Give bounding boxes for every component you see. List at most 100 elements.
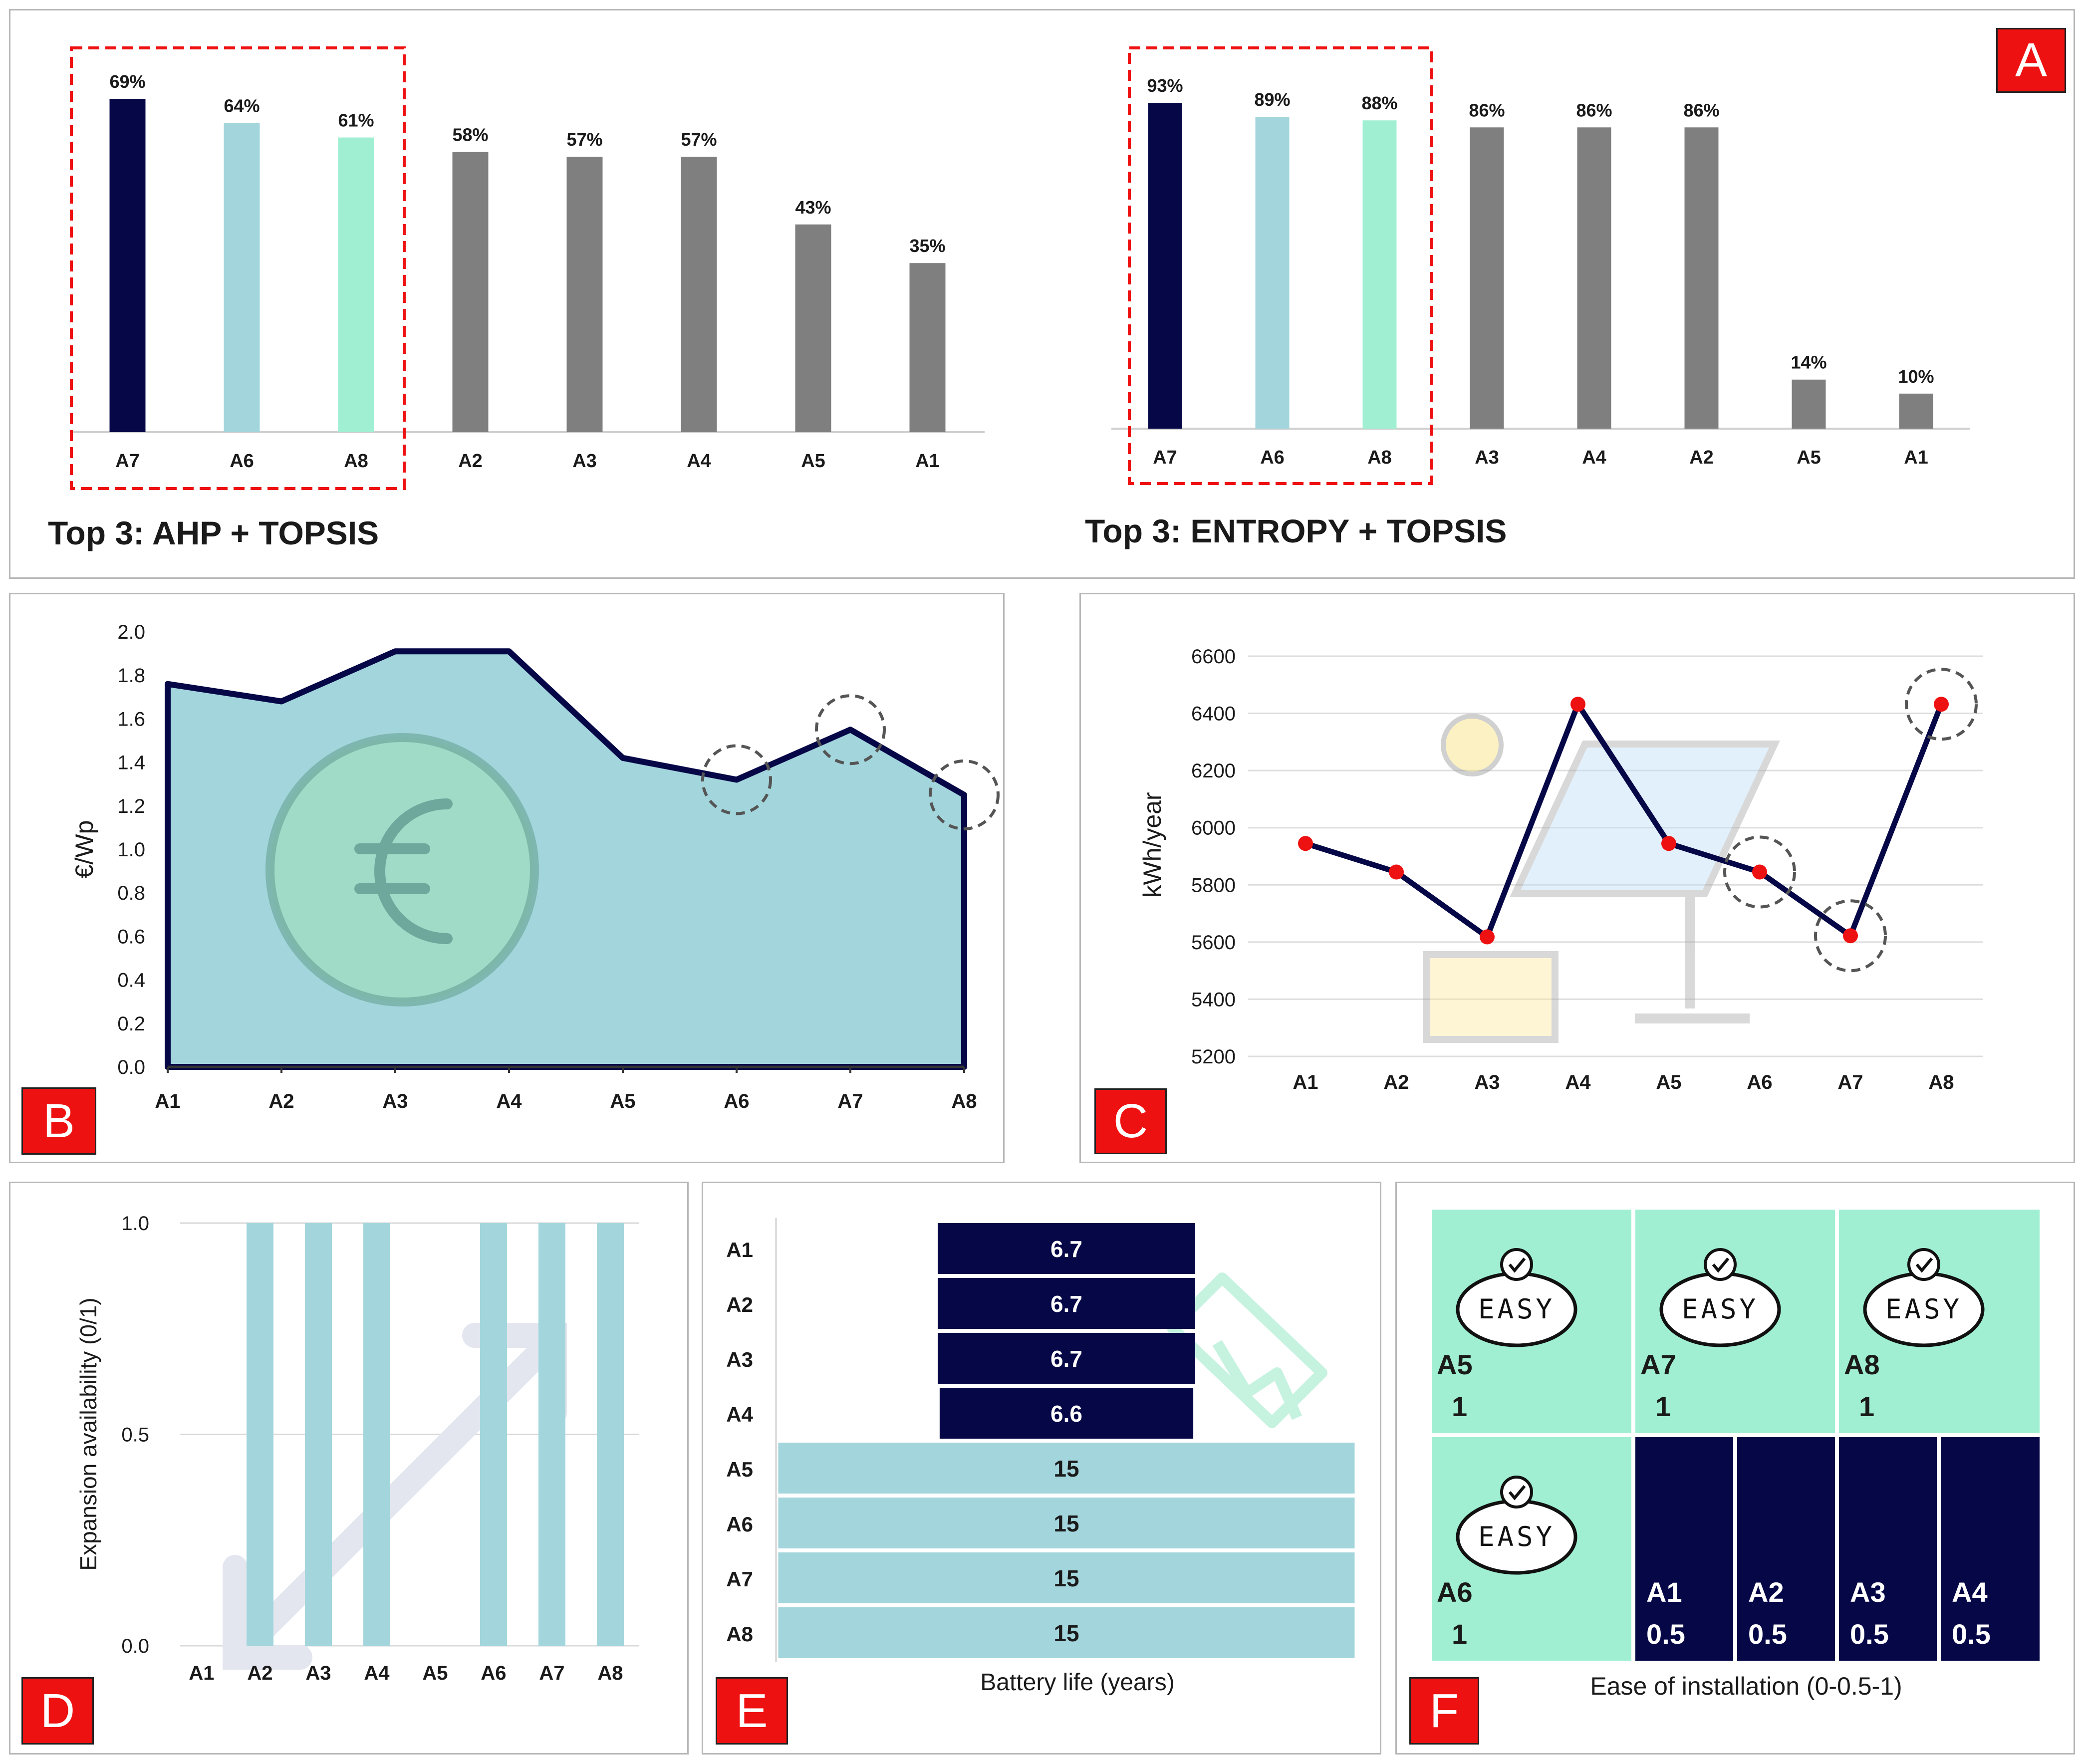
f-xlabel: Ease of installation (0-0.5-1)	[1590, 1672, 1902, 1700]
d-xtick-A8: A8	[597, 1662, 623, 1684]
c-xtick-A4: A4	[1565, 1071, 1591, 1093]
d-xtick-A5: A5	[422, 1662, 448, 1684]
entropy-tick-A8: A8	[1367, 447, 1392, 468]
panel-c: 5200 5400 5600 5800 6000 6200 6400 6600 kWh/year…	[1079, 593, 2075, 1163]
b-xtick-A3: A3	[382, 1090, 408, 1112]
f-easy-label-A6: EASY	[1478, 1521, 1555, 1552]
ahp-bar-label-A6: 64%	[224, 95, 260, 116]
panel-a: 69% A7 64% A6 61% A8 58% A2 57% A3 57% A4 43% A5 35% A1…	[9, 9, 2075, 579]
c-xtick-A6: A6	[1747, 1071, 1772, 1093]
ahp-tick-A2: A2	[458, 451, 483, 472]
c-ytick-5800: 5800	[1191, 874, 1236, 896]
f-tile-name-A2: A2	[1748, 1576, 1784, 1608]
f-check-circle-icon-A8	[1907, 1248, 1940, 1281]
e-xlabel: Battery life (years)	[980, 1669, 1174, 1696]
b-xtick-A6: A6	[724, 1090, 749, 1112]
e-ytick-A6: A6	[726, 1512, 753, 1536]
ahp-bar-A6	[224, 123, 260, 433]
e-ytick-A7: A7	[726, 1567, 753, 1591]
d-ytick-0.5: 0.5	[121, 1424, 149, 1446]
c-xtick-A5: A5	[1656, 1071, 1681, 1093]
ahp-title: Top 3: AHP + TOPSIS	[48, 514, 379, 551]
entropy-tick-A3: A3	[1475, 447, 1499, 468]
f-tile-A4	[1941, 1437, 2040, 1661]
entropy-bar-label-A3: 86%	[1469, 100, 1505, 120]
f-easy-label-A7: EASY	[1682, 1293, 1759, 1325]
d-xtick-A6: A6	[481, 1662, 506, 1684]
c-point-A6	[1752, 864, 1767, 880]
b-xtick-A1: A1	[155, 1090, 180, 1112]
f-tile-value-A8: 1	[1859, 1391, 1874, 1422]
panel-letter-e: E	[716, 1677, 788, 1745]
d-xtick-A2: A2	[247, 1662, 272, 1684]
f-tile-name-A3: A3	[1850, 1576, 1886, 1608]
ahp-bar-A1	[909, 263, 946, 432]
entropy-bar-label-A8: 88%	[1361, 93, 1397, 113]
c-ytick-5400: 5400	[1191, 989, 1236, 1010]
entropy-bar-label-A5: 14%	[1791, 352, 1826, 373]
b-ytick-1.2: 1.2	[117, 795, 145, 817]
f-check-icon-A7	[1712, 1258, 1730, 1273]
f-tile-value-A5: 1	[1452, 1391, 1467, 1422]
b-xtick-A8: A8	[951, 1090, 977, 1112]
b-euro-ring-icon	[265, 733, 539, 1007]
f-tile-value-A6: 1	[1452, 1618, 1467, 1650]
entropy-bar-A5	[1792, 379, 1826, 429]
f-check-icon-A5	[1508, 1258, 1526, 1273]
e-bar-label-A1: 6.7	[1050, 1236, 1082, 1262]
c-xtick-A2: A2	[1383, 1071, 1409, 1093]
entropy-bar-A7	[1148, 103, 1182, 429]
d-bar-A7	[538, 1223, 565, 1646]
cost-area-chart: 0.0 0.2 0.4 0.6 0.8 1.0 1.2 1.4 1.6 1.8 2.0 €/Wp A1 A…	[70, 621, 1000, 1112]
f-easy-label-A8: EASY	[1885, 1293, 1962, 1325]
c-ylabel: kWh/year	[1138, 792, 1166, 897]
f-tile-value-A3: 0.5	[1850, 1618, 1889, 1650]
e-bar-A6	[778, 1498, 1355, 1548]
entropy-bar-label-A7: 93%	[1147, 75, 1183, 96]
b-euro-icon	[354, 798, 453, 944]
e-ytick-A8: A8	[726, 1622, 753, 1646]
f-easy-label-A5: EASY	[1478, 1293, 1555, 1325]
f-tile-name-A6: A6	[1437, 1576, 1473, 1608]
c-series-line	[1304, 701, 1944, 940]
f-tile-value-A1: 0.5	[1646, 1618, 1685, 1650]
f-check-icon-A8	[1915, 1258, 1933, 1273]
e-bar-A5	[778, 1443, 1355, 1494]
b-ytick-0.0: 0.0	[117, 1056, 145, 1078]
c-xtick-A7: A7	[1837, 1071, 1863, 1093]
entropy-tick-A1: A1	[1904, 447, 1928, 468]
c-highlight-A7	[1814, 899, 1887, 973]
expansion-bar-chart: 0.0 0.5 1.0 Expansion availability (0/1) A1 A…	[75, 1213, 639, 1684]
ahp-bar-A4	[681, 157, 717, 432]
battery-life-chart: 6.7 A1 6.7 A2 6.7 A3 6.6 A4 15 A5 15 A6 15 A7 15 A8 Batt…	[726, 1218, 1355, 1696]
panel-letter-f: F	[1409, 1677, 1479, 1745]
c-point-A1	[1298, 836, 1313, 851]
c-xtick-A8: A8	[1928, 1071, 1954, 1093]
f-tile-name-A5: A5	[1437, 1349, 1473, 1380]
e-bar-label-A4: 6.6	[1050, 1401, 1082, 1427]
e-bar-label-A6: 15	[1053, 1511, 1079, 1536]
entropy-bar-A1	[1899, 393, 1933, 429]
f-tile-value-A2: 0.5	[1748, 1618, 1787, 1650]
c-sun-icon	[1441, 714, 1504, 776]
f-tile-value-A7: 1	[1655, 1391, 1671, 1422]
ahp-bar-A7	[109, 99, 146, 432]
e-ytick-A5: A5	[726, 1458, 753, 1481]
panel-letter-d: D	[21, 1677, 94, 1745]
c-ytick-5200: 5200	[1191, 1046, 1236, 1068]
entropy-bar-label-A6: 89%	[1254, 89, 1290, 110]
d-bar-A8	[597, 1223, 624, 1646]
c-ytick-6000: 6000	[1191, 817, 1236, 839]
entropy-tick-A4: A4	[1582, 447, 1606, 468]
panel-e: 6.7 A1 6.7 A2 6.7 A3 6.6 A4 15 A5 15 A6 15 A7 15 A8 Batt…	[702, 1182, 1381, 1755]
c-point-A8	[1934, 697, 1949, 712]
panel-letter-c: C	[1094, 1088, 1167, 1154]
b-xtick-A5: A5	[610, 1090, 635, 1112]
c-highlight-A8	[1905, 668, 1978, 741]
entropy-top3-box	[1128, 46, 1433, 485]
ahp-top3-box	[70, 46, 406, 490]
entropy-bar-A2	[1684, 127, 1719, 429]
ahp-bar-label-A5: 43%	[795, 197, 831, 218]
panel-f: EASY A5 1 EASY A7 1 EASY A8 1 EASY A6 1 A1 0.5 A2 0.5 A3…	[1395, 1182, 2075, 1755]
e-bar-A1	[938, 1223, 1195, 1274]
